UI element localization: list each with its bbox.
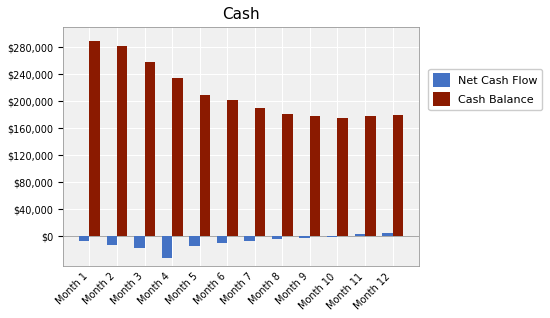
- Bar: [327, 236, 338, 238]
- Bar: [365, 116, 376, 236]
- Bar: [134, 236, 145, 248]
- Bar: [172, 78, 183, 236]
- Bar: [310, 116, 321, 236]
- Bar: [382, 233, 393, 236]
- Bar: [162, 236, 172, 258]
- Bar: [145, 62, 155, 236]
- Bar: [227, 100, 238, 236]
- Legend: Net Cash Flow, Cash Balance: Net Cash Flow, Cash Balance: [428, 69, 542, 110]
- Bar: [355, 234, 365, 236]
- Bar: [107, 236, 117, 245]
- Bar: [299, 236, 310, 238]
- Bar: [244, 236, 255, 241]
- Bar: [189, 236, 200, 246]
- Bar: [90, 41, 100, 236]
- Bar: [338, 118, 348, 236]
- Bar: [272, 236, 282, 239]
- Bar: [200, 95, 210, 236]
- Bar: [282, 114, 293, 236]
- Bar: [217, 236, 227, 243]
- Bar: [79, 236, 90, 241]
- Bar: [393, 115, 403, 236]
- Title: Cash: Cash: [222, 7, 260, 22]
- Bar: [117, 46, 128, 236]
- Bar: [255, 108, 265, 236]
